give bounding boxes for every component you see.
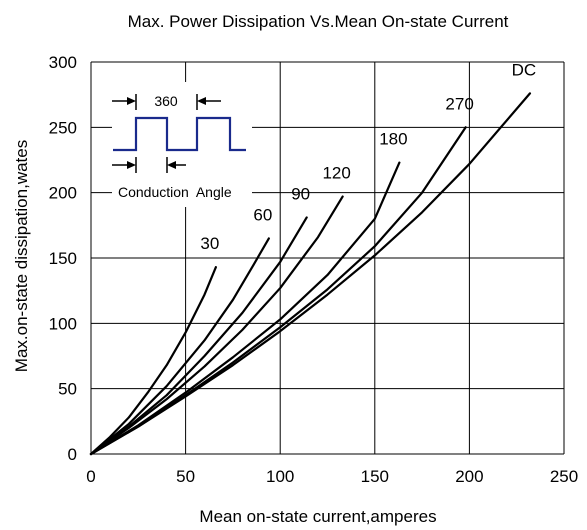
- y-tick-label: 0: [68, 445, 77, 464]
- x-axis-title: Mean on-state current,amperes: [199, 507, 436, 526]
- conduction-right-arrowhead: [167, 161, 176, 169]
- series-label-270: 270: [445, 94, 473, 113]
- conduction-angle-inset: 360 Conduction Angle: [112, 82, 252, 207]
- y-tick-label: 250: [49, 118, 77, 137]
- y-tick-label: 300: [49, 53, 77, 72]
- series-label-DC: DC: [512, 60, 537, 79]
- series-label-60: 60: [253, 205, 272, 224]
- series-lines: [89, 92, 532, 456]
- y-axis-title: Max.on-state dissipation,wates: [12, 140, 31, 372]
- series-label-30: 30: [200, 234, 219, 253]
- x-tick-label: 200: [455, 467, 483, 486]
- chart-title: Max. Power Dissipation Vs.Mean On-state …: [128, 12, 509, 31]
- x-tick-label: 50: [176, 467, 195, 486]
- x-tick-label: 150: [361, 467, 389, 486]
- period-left-arrowhead: [127, 97, 136, 105]
- y-tick-labels: 0 50 100 150 200 250 300: [49, 53, 77, 464]
- series-label-120: 120: [322, 164, 350, 183]
- series-line-30: [89, 266, 217, 456]
- x-tick-label: 100: [266, 467, 294, 486]
- conduction-left-arrowhead: [127, 161, 136, 169]
- series-line-DC: [89, 92, 532, 456]
- period-right-arrowhead: [197, 97, 206, 105]
- series-line-60: [89, 237, 270, 456]
- series-labels: 30 60 90 120 180 270 DC: [200, 60, 536, 253]
- y-tick-label: 200: [49, 184, 77, 203]
- x-tick-label: 250: [550, 467, 578, 486]
- y-tick-label: 100: [49, 314, 77, 333]
- conduction-angle-label: Conduction Angle: [118, 184, 232, 200]
- series-line-180: [89, 161, 401, 456]
- y-tick-label: 50: [58, 380, 77, 399]
- x-tick-labels: 0 50 100 150 200 250: [86, 467, 578, 486]
- series-label-180: 180: [379, 130, 407, 149]
- conduction-waveform: [113, 116, 246, 152]
- x-tick-label: 0: [86, 467, 95, 486]
- period-label: 360: [154, 93, 178, 109]
- series-label-90: 90: [291, 184, 310, 203]
- series-line-120: [89, 195, 344, 456]
- y-tick-label: 150: [49, 249, 77, 268]
